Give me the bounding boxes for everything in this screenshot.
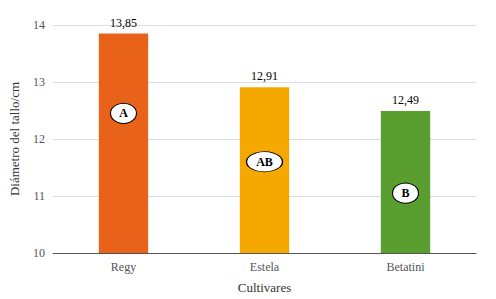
svg-text:14: 14 <box>33 18 45 32</box>
svg-text:Regy: Regy <box>111 260 136 274</box>
svg-text:12,91: 12,91 <box>251 69 278 83</box>
svg-text:B: B <box>401 186 409 200</box>
svg-text:Diámetro del tallo/cm: Diámetro del tallo/cm <box>7 82 22 196</box>
svg-text:Estela: Estela <box>250 260 280 274</box>
svg-text:Cultivares: Cultivares <box>238 280 291 295</box>
svg-text:A: A <box>119 106 128 120</box>
svg-text:10: 10 <box>33 246 45 260</box>
svg-text:AB: AB <box>256 155 273 169</box>
svg-text:13: 13 <box>33 75 45 89</box>
svg-text:Betatini: Betatini <box>387 260 426 274</box>
svg-text:12: 12 <box>33 132 45 146</box>
svg-text:13,85: 13,85 <box>110 16 137 30</box>
svg-text:11: 11 <box>33 189 45 203</box>
svg-text:12,49: 12,49 <box>392 93 419 107</box>
